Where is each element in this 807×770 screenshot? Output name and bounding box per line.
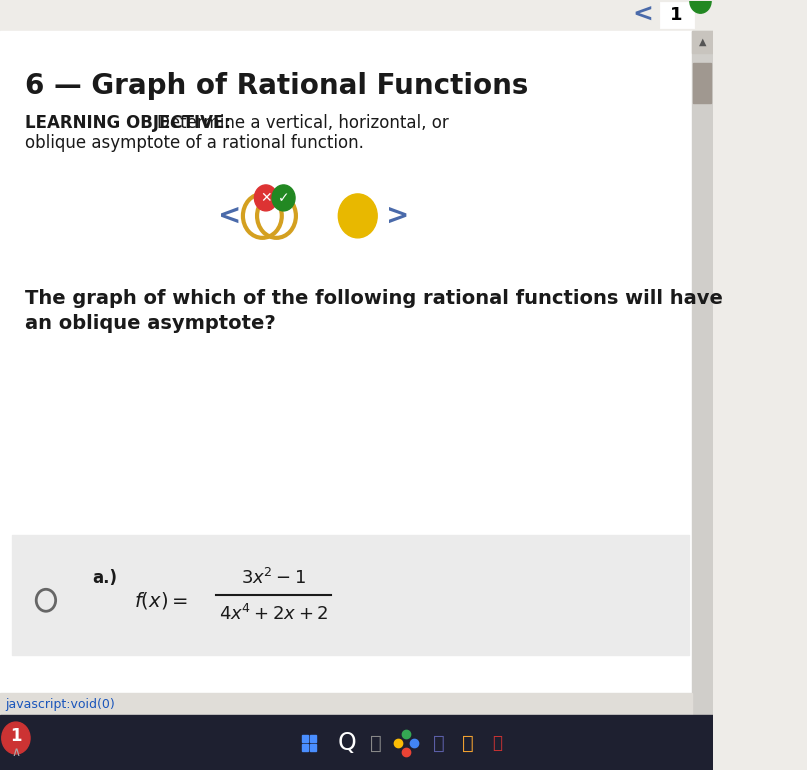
Text: <: < bbox=[218, 202, 241, 230]
Text: ▲: ▲ bbox=[699, 37, 706, 47]
Text: <: < bbox=[633, 3, 654, 27]
Bar bbox=[302, 744, 308, 751]
Bar bbox=[310, 744, 316, 751]
Bar bbox=[0, 31, 692, 715]
Text: >: > bbox=[386, 202, 409, 230]
Text: $f(x) =$: $f(x) =$ bbox=[134, 590, 188, 611]
Bar bbox=[693, 63, 711, 103]
Circle shape bbox=[272, 185, 295, 211]
Bar bbox=[302, 735, 308, 742]
Text: Determine a vertical, horizontal, or: Determine a vertical, horizontal, or bbox=[157, 114, 449, 132]
Text: The graph of which of the following rational functions will have: The graph of which of the following rati… bbox=[25, 290, 722, 308]
Text: 📁: 📁 bbox=[462, 734, 474, 752]
Text: ✕: ✕ bbox=[260, 191, 272, 205]
Text: a.): a.) bbox=[93, 569, 118, 588]
Bar bbox=[0, 2, 713, 31]
Text: ✓: ✓ bbox=[278, 191, 290, 205]
Text: $3x^2-1$: $3x^2-1$ bbox=[241, 568, 307, 588]
Bar bbox=[661, 3, 692, 27]
Text: 1: 1 bbox=[10, 727, 22, 745]
Circle shape bbox=[254, 185, 278, 211]
Circle shape bbox=[2, 722, 30, 754]
Text: $4x^4+2x+2$: $4x^4+2x+2$ bbox=[219, 604, 328, 624]
Text: 🟥: 🟥 bbox=[492, 734, 502, 752]
Text: oblique asymptote of a rational function.: oblique asymptote of a rational function… bbox=[25, 134, 364, 152]
Bar bbox=[692, 31, 713, 715]
Text: an oblique asymptote?: an oblique asymptote? bbox=[25, 314, 275, 333]
Text: ⬜: ⬜ bbox=[370, 734, 381, 752]
Text: 🟦: 🟦 bbox=[433, 734, 445, 752]
Text: javascript:void(0): javascript:void(0) bbox=[6, 698, 115, 711]
Text: ∧: ∧ bbox=[11, 745, 20, 758]
Text: 6 — Graph of Rational Functions: 6 — Graph of Rational Functions bbox=[25, 72, 528, 100]
Text: LEARNING OBJECTIVE:: LEARNING OBJECTIVE: bbox=[25, 114, 231, 132]
Circle shape bbox=[690, 0, 711, 13]
Text: Q: Q bbox=[338, 731, 357, 755]
Text: 1: 1 bbox=[671, 6, 683, 24]
Bar bbox=[0, 715, 713, 770]
Bar bbox=[12, 535, 689, 655]
Bar bbox=[692, 31, 713, 53]
Circle shape bbox=[338, 194, 377, 238]
Bar bbox=[310, 735, 316, 742]
Bar bbox=[0, 693, 692, 715]
